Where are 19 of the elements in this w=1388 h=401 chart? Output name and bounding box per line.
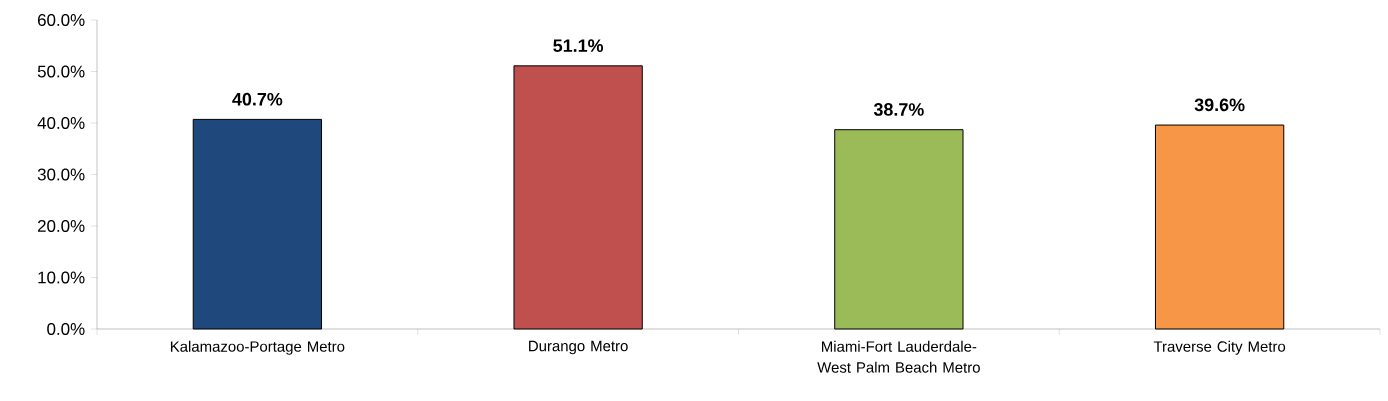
y-tick-label: 60.0%	[37, 14, 85, 26]
y-tick-label: 50.0%	[37, 65, 85, 78]
data-label: 51.1%	[553, 39, 604, 52]
x-tick-label: Durango Metro	[529, 340, 628, 355]
bar	[513, 65, 643, 330]
bar	[1154, 124, 1285, 330]
x-tick-label: Miami-Fort Lauderdale-West Palm Beach Metro	[817, 340, 980, 373]
y-tick-label: 30.0%	[37, 168, 85, 181]
y-tick-label: 40.0%	[37, 117, 85, 129]
data-label: 39.6%	[1194, 98, 1245, 112]
x-tick-label: Traverse City Metro	[1153, 340, 1286, 355]
x-tick-label: Kalamazoo-Portage Metro	[170, 340, 345, 355]
y-tick-label: 0.0%	[47, 323, 85, 335]
bar	[834, 129, 964, 330]
data-label: 40.7%	[232, 92, 283, 106]
y-tick-label: 10.0%	[38, 271, 85, 284]
data-label: 38.7%	[873, 103, 924, 116]
y-tick-label: 20.0%	[37, 220, 85, 232]
bar	[192, 118, 323, 330]
